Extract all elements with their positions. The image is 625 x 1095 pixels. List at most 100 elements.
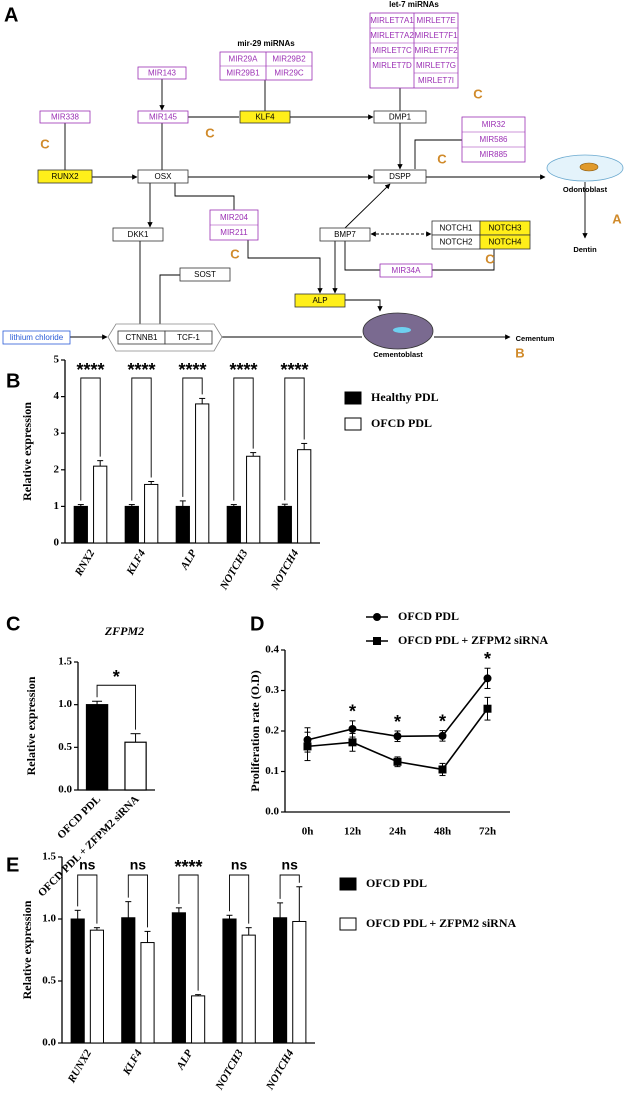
legend-label: OFCD PDL [398,609,459,623]
node-label: OSX [155,172,173,181]
cell-label: Cementoblast [373,350,423,359]
y-tick-label: 5 [54,354,60,366]
x-tick-label: KLF4 [124,547,149,578]
point [348,724,357,733]
point [303,742,312,751]
mirna-label: MIRLET7D [372,61,412,70]
significance-bracket [284,377,305,501]
x-tick-label: 48h [434,826,451,838]
legend-label: Healthy PDL [371,390,439,404]
point [373,637,381,645]
node-box [379,263,433,278]
node-label: DSPP [389,172,411,181]
significance-bracket [279,874,300,899]
node-label: RUNX2 [51,172,79,181]
node-box [294,293,346,308]
nucleus [579,162,599,172]
marker-letter: A [612,211,622,226]
mirna-label: MIR29C [274,69,304,78]
x-tick-label: 12h [344,826,361,838]
legend-label: OFCD PDL + ZFPM2 siRNA [398,633,548,647]
bar [85,704,109,791]
mirna-label: MIR211 [220,228,248,237]
bar [241,934,256,1044]
mirna-label: MIRLET7A2 [370,31,414,40]
y-tick-label: 0 [54,537,60,549]
mirna-label: MIR29B2 [272,55,306,64]
y-tick-label: 1.0 [58,698,72,710]
legend-swatch [339,877,357,891]
point [393,732,402,741]
y-axis-label: Relative expression [24,676,38,775]
point [483,674,492,683]
significance-label: **** [178,360,206,380]
bar [175,505,190,544]
node-label: NOTCH4 [489,238,522,247]
significance-bracket [96,684,137,730]
point [348,738,357,747]
group-title: mir-29 miRNAs [237,39,295,48]
bar [226,505,241,544]
y-tick-label: 1.0 [42,913,56,925]
marker-letter: C [205,125,215,140]
legend-swatch [344,391,362,405]
x-tick-label: NOTCH4 [268,547,301,592]
significance-label: **** [174,857,202,877]
cell-label: Odontoblast [563,185,608,194]
y-axis-label: Relative expression [20,402,34,501]
bar [144,483,159,544]
significance-bracket [178,874,199,991]
y-tick-label: 0.3 [265,684,279,696]
mirna-label: MIRLET7F2 [414,46,458,55]
node-box [479,234,531,250]
node-box [164,330,213,345]
node-label: CTNNB1 [125,333,158,342]
group-title: let-7 miRNAs [389,0,439,9]
x-tick-label: ALP [178,548,199,573]
marker-letter: B [515,345,524,360]
node-box [137,66,187,80]
arrow [247,240,323,294]
y-tick-label: 0.4 [265,644,279,656]
node-label: BMP7 [334,230,356,239]
connector [414,139,462,169]
bar [140,942,155,1044]
y-tick-label: 0.5 [58,741,72,753]
panel-label: E [6,854,19,876]
node-box [239,110,291,124]
legend-label: OFCD PDL [371,416,432,430]
significance-label: **** [127,360,155,380]
group-box [461,116,526,163]
node-label: MIR145 [149,113,178,122]
significance-label: * [349,702,356,722]
bar [121,917,136,1044]
significance-label: **** [280,360,308,380]
significance-label: * [439,711,446,731]
y-axis-label: Proliferation rate (O.D) [248,670,262,791]
mirna-label: MIR32 [482,120,506,129]
node-label: TCF-1 [177,333,200,342]
chart: 0.0 0.1 0.2 0.3 0.4 Proliferation rate (O.D) D… [248,609,549,838]
x-tick-label: 24h [389,826,406,838]
connector [159,274,180,324]
y-tick-label: 1 [54,500,60,512]
panel-label: A [4,4,18,26]
bar [93,465,108,544]
mirna-label: MIR885 [479,150,508,159]
bar [124,741,147,791]
connector [174,183,235,210]
y-tick-label: 0.0 [265,806,279,818]
significance-bracket [131,377,152,501]
bar [277,505,292,544]
bar [297,449,312,544]
significance-label: ns [79,857,96,873]
bar [195,403,210,544]
mirna-label: MIRLET7A1 [370,16,414,25]
node-box [39,110,91,124]
mirna-label: MIRLET7F1 [414,31,458,40]
bar [246,455,261,544]
point [483,704,492,713]
mirna-label: MIR29B1 [226,69,260,78]
